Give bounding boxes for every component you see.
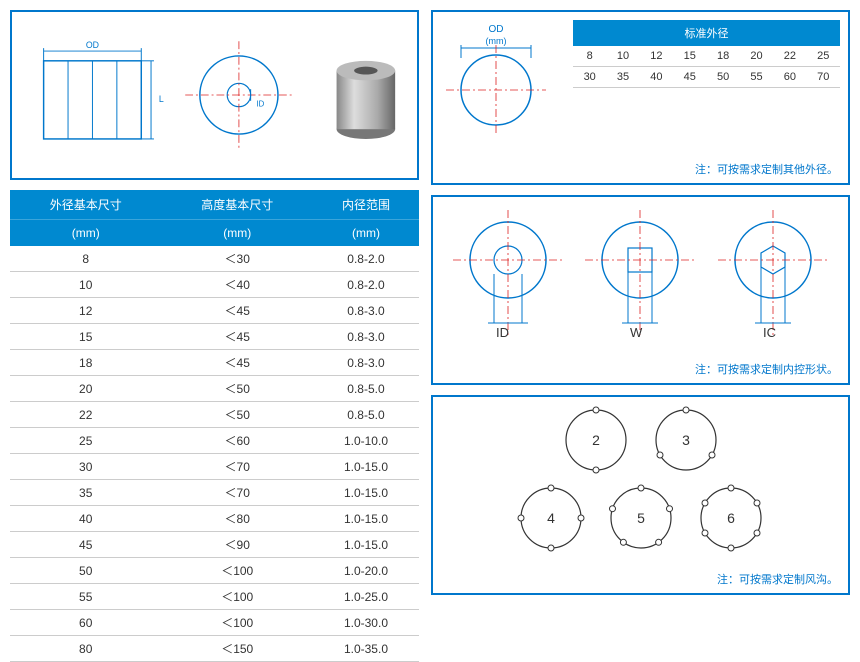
groove-6: 6 bbox=[696, 483, 766, 553]
shape-square: W bbox=[580, 205, 700, 345]
table-row: 30＜701.0-15.0 bbox=[10, 454, 419, 480]
table-row: 60＜1001.0-30.0 bbox=[10, 610, 419, 636]
groove-2: 2 bbox=[561, 405, 631, 475]
svg-text:L: L bbox=[159, 94, 164, 104]
od-note: 注：可按需求定制其他外径。 bbox=[695, 161, 838, 177]
table-row: 35＜701.0-15.0 bbox=[10, 480, 419, 506]
svg-text:ID: ID bbox=[256, 100, 264, 109]
svg-text:(mm): (mm) bbox=[486, 36, 507, 46]
svg-text:2: 2 bbox=[592, 432, 600, 448]
table-row: 20＜500.8-5.0 bbox=[10, 376, 419, 402]
shape-note: 注：可按需求定制内控形状。 bbox=[695, 361, 838, 377]
svg-text:OD: OD bbox=[489, 24, 504, 35]
table-row: 12＜450.8-3.0 bbox=[10, 298, 419, 324]
table-row: 18＜450.8-3.0 bbox=[10, 350, 419, 376]
table-row: 50＜1001.0-20.0 bbox=[10, 558, 419, 584]
table-row: 810121518202225 bbox=[573, 46, 840, 67]
svg-text:OD: OD bbox=[86, 40, 99, 50]
svg-text:ID: ID bbox=[496, 325, 509, 340]
groove-note: 注：可按需求定制风沟。 bbox=[717, 571, 838, 587]
table-row: 22＜500.8-5.0 bbox=[10, 402, 419, 428]
od-diagram: OD (mm) bbox=[441, 20, 561, 140]
spec-header-row2: (mm) (mm) (mm) bbox=[10, 220, 419, 247]
table-row: 80＜1501.0-35.0 bbox=[10, 636, 419, 662]
spec-table: 外径基本尺寸 高度基本尺寸 内径范围 (mm) (mm) (mm) 8＜300.… bbox=[10, 190, 419, 662]
svg-text:6: 6 bbox=[727, 510, 735, 526]
svg-text:5: 5 bbox=[637, 510, 645, 526]
groove-3: 3 bbox=[651, 405, 721, 475]
svg-text:3: 3 bbox=[682, 432, 690, 448]
groove-4: 4 bbox=[516, 483, 586, 553]
shape-circle: ID bbox=[448, 205, 568, 345]
groove-5: 5 bbox=[606, 483, 676, 553]
three-views-svg: OD L ID bbox=[12, 12, 417, 178]
svg-text:4: 4 bbox=[547, 510, 555, 526]
od-table: 标准外径 8101215182022253035404550556070 bbox=[573, 20, 840, 88]
table-row: 45＜901.0-15.0 bbox=[10, 532, 419, 558]
groove-panel: 2 3 4 5 6 注：可按需求定制风沟。 bbox=[431, 395, 850, 595]
table-row: 15＜450.8-3.0 bbox=[10, 324, 419, 350]
views-panel: OD L ID bbox=[10, 10, 419, 180]
svg-text:IC: IC bbox=[763, 325, 776, 340]
table-row: 40＜801.0-15.0 bbox=[10, 506, 419, 532]
table-row: 55＜1001.0-25.0 bbox=[10, 584, 419, 610]
shape-hex: IC bbox=[713, 205, 833, 345]
shape-panel: ID W bbox=[431, 195, 850, 385]
table-row: 8＜300.8-2.0 bbox=[10, 246, 419, 272]
svg-text:W: W bbox=[630, 325, 643, 340]
od-panel: OD (mm) 标准外径 810121518202225303540455055… bbox=[431, 10, 850, 185]
spec-header-row1: 外径基本尺寸 高度基本尺寸 内径范围 bbox=[10, 190, 419, 220]
table-row: 10＜400.8-2.0 bbox=[10, 272, 419, 298]
table-row: 3035404550556070 bbox=[573, 67, 840, 88]
table-row: 25＜601.0-10.0 bbox=[10, 428, 419, 454]
